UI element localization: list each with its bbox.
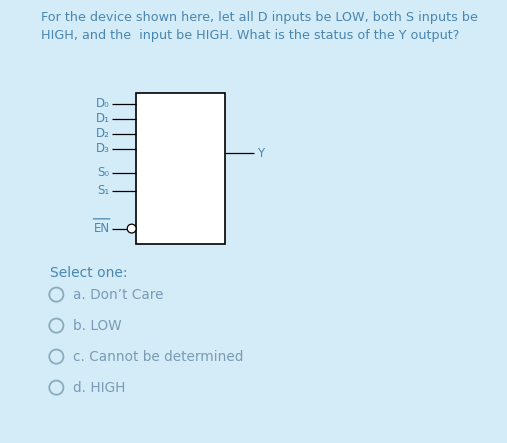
- Text: c. Cannot be determined: c. Cannot be determined: [73, 350, 243, 364]
- Circle shape: [49, 319, 63, 333]
- Text: d. HIGH: d. HIGH: [73, 381, 126, 395]
- Circle shape: [49, 350, 63, 364]
- Text: D₁: D₁: [95, 112, 110, 125]
- Text: D₃: D₃: [96, 142, 110, 155]
- Circle shape: [49, 381, 63, 395]
- Text: For the device shown here, let all D inputs be LOW, both S inputs be: For the device shown here, let all D inp…: [41, 11, 478, 24]
- Text: S₀: S₀: [97, 167, 110, 179]
- Text: HIGH, and the  input be HIGH. What is the status of the Y output?: HIGH, and the input be HIGH. What is the…: [41, 29, 459, 42]
- Bar: [136, 93, 225, 244]
- Text: a. Don’t Care: a. Don’t Care: [73, 288, 164, 302]
- Circle shape: [127, 224, 136, 233]
- Text: b. LOW: b. LOW: [73, 319, 122, 333]
- Text: S₁: S₁: [97, 184, 110, 198]
- Text: EN: EN: [93, 222, 110, 235]
- Text: Select one:: Select one:: [50, 266, 127, 280]
- Circle shape: [49, 288, 63, 302]
- Text: Y: Y: [257, 147, 264, 160]
- Text: D₂: D₂: [96, 127, 110, 140]
- Text: D₀: D₀: [96, 97, 110, 110]
